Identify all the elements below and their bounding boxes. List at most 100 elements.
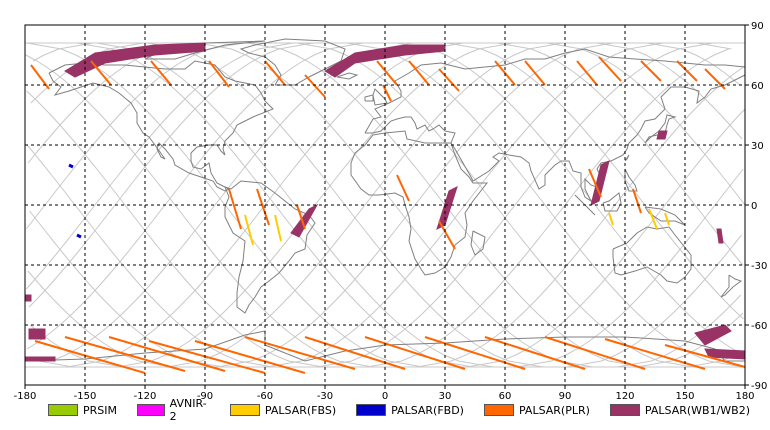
map-border (24, 24, 746, 386)
wb-swath (24, 294, 32, 302)
plr-swath (588, 168, 602, 198)
legend-label: PALSAR(PLR) (518, 403, 590, 417)
legend-label: PALSAR(FBD) (391, 403, 464, 417)
y-tick-label: -60 (751, 321, 767, 332)
coastline (364, 48, 746, 134)
orbit-track (38, 360, 74, 368)
orbit-track (496, 42, 744, 266)
coastline (612, 226, 692, 284)
wb-swath (656, 130, 668, 140)
plr-swath (34, 340, 146, 374)
wb-swath (290, 203, 319, 238)
x-tick-label: 30 (439, 391, 452, 402)
plr-swath (576, 60, 598, 86)
plr-swath (148, 340, 266, 374)
coastline (644, 114, 677, 144)
plr-swath (264, 60, 286, 86)
orbit-track (26, 144, 274, 368)
wb-swath (24, 356, 56, 362)
coastline (24, 330, 745, 362)
fbs-swath (244, 214, 254, 246)
x-tick-label: 150 (675, 391, 694, 402)
legend-label: PALSAR(FBS) (264, 403, 337, 417)
wb-swath (590, 160, 610, 206)
coastline (239, 38, 346, 86)
legend-item: AVNIR-2 (137, 397, 210, 423)
legend-swatch (609, 404, 640, 416)
y-tick-label: -30 (751, 261, 767, 272)
plr-swath (376, 60, 398, 86)
x-tick-label: 0 (382, 391, 388, 402)
coastline (720, 274, 743, 298)
coastline (365, 74, 746, 203)
x-tick-label: -30 (317, 391, 333, 402)
x-tick-label: -180 (14, 391, 37, 402)
plr-swath (438, 220, 456, 250)
wb-swath (716, 228, 724, 244)
orbit-track (32, 42, 94, 62)
graticule (25, 25, 745, 385)
legend-item: PALSAR(PLR) (483, 403, 590, 417)
plr-swath (194, 340, 306, 374)
legend-swatch (137, 404, 165, 416)
plr-swath (664, 344, 746, 368)
plr-swath (408, 60, 430, 86)
legend-item: PALSAR(FBD) (356, 404, 464, 417)
x-tick-labels: -180 -150 -120 -90 -60 -30 0 30 60 90 120 150 180 (14, 385, 755, 402)
orbit-track (25, 42, 294, 290)
plr-swath (150, 60, 172, 86)
acquisition-swaths (24, 42, 746, 374)
plr-swath (304, 336, 406, 370)
legend-item: PALSAR(FBS) (229, 403, 337, 417)
legend-item: PALSAR(WB1/WB2) (609, 403, 750, 417)
orbit-track (696, 42, 732, 50)
plr-swath (64, 336, 186, 372)
orbit-track (166, 42, 564, 368)
orbit-track (25, 54, 374, 368)
plr-swath (676, 60, 698, 82)
orbit-track (25, 42, 244, 230)
plr-swath (90, 60, 112, 86)
y-tick-label: 30 (751, 141, 764, 152)
x-tick-label: -60 (257, 391, 273, 402)
legend-swatch (229, 404, 260, 416)
y-tick-label: 90 (751, 21, 764, 32)
legend-label: AVNIR-2 (169, 397, 207, 423)
fbd-swath (76, 233, 82, 239)
legend-label: PALSAR(WB1/WB2) (644, 403, 750, 417)
wb-swath (694, 324, 732, 346)
y-tick-label: 0 (751, 201, 757, 212)
plr-swath (364, 336, 466, 370)
orbit-track (26, 42, 364, 350)
plr-swath (484, 336, 586, 370)
orbit-track (196, 42, 594, 368)
orbit-track (546, 42, 746, 206)
y-tick-labels: 90 60 30 0 -30 -60 -90 (745, 21, 767, 392)
orbit-track (596, 42, 743, 140)
plr-swath (438, 68, 460, 92)
orbit-track (26, 90, 324, 368)
x-tick-label: 60 (499, 391, 512, 402)
y-tick-label: -90 (751, 381, 767, 392)
orbit-track (346, 42, 744, 368)
coastline (574, 194, 596, 216)
legend: PRSIM AVNIR-2 PALSAR(FBS) PALSAR(FBD) PALSAR… (48, 397, 770, 423)
fbs-swath (648, 208, 658, 230)
plr-swath (640, 60, 662, 82)
orbit-track (646, 42, 741, 86)
orbit-track (446, 42, 744, 320)
fbs-swath (664, 212, 670, 226)
orbit-track (28, 42, 314, 308)
plr-swath (304, 74, 326, 98)
plr-swath (108, 336, 226, 372)
plr-swath (632, 188, 642, 214)
x-tick-label: -150 (74, 391, 97, 402)
legend-swatch (48, 404, 78, 416)
plr-swath (208, 60, 230, 88)
coastline (602, 192, 622, 212)
coastline (224, 180, 316, 314)
plr-swath (244, 336, 356, 370)
orbit-track (76, 42, 474, 368)
plr-swath (524, 60, 546, 86)
